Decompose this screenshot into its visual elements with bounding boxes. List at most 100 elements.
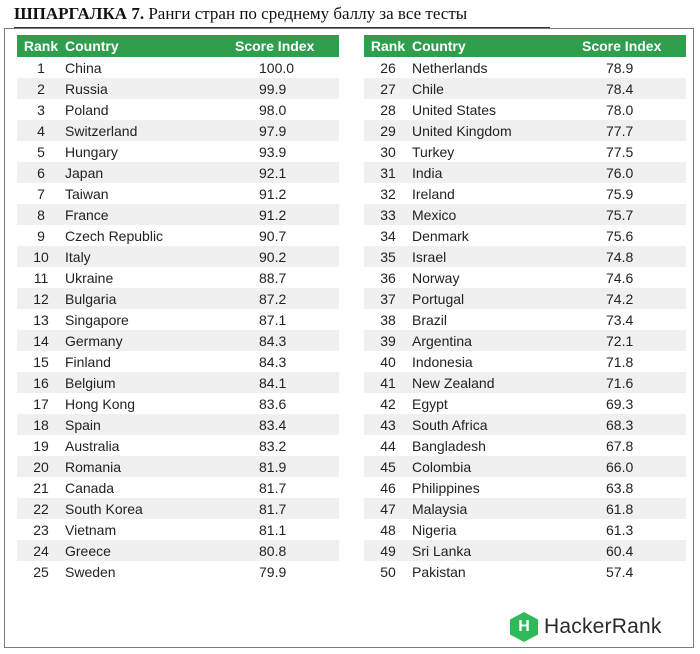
ranking-rows-right: 26 Netherlands 78.9 27 Chile 78.4 28 United Sta… bbox=[364, 57, 686, 582]
country-cell: Malaysia bbox=[412, 498, 582, 519]
table-row: 42 Egypt 69.3 bbox=[364, 393, 686, 414]
rank-cell: 8 bbox=[17, 204, 65, 225]
score-cell: 67.8 bbox=[606, 437, 634, 454]
country-cell: Philippines bbox=[412, 479, 480, 496]
table-row: 45 Colombia 66.0 bbox=[364, 456, 686, 477]
rank-cell: 50 bbox=[380, 563, 396, 580]
rank-cell: 18 bbox=[17, 414, 65, 435]
rank-cell: 9 bbox=[37, 227, 45, 244]
country-cell: Portugal bbox=[412, 288, 582, 309]
table-row: 28 United States 78.0 bbox=[364, 99, 686, 120]
country-cell: Taiwan bbox=[65, 185, 109, 202]
score-cell: 87.2 bbox=[235, 288, 339, 309]
table-row: 9 Czech Republic 90.7 bbox=[17, 225, 339, 246]
table-row: 36 Norway 74.6 bbox=[364, 267, 686, 288]
country-cell: Japan bbox=[65, 162, 235, 183]
table-row: 47 Malaysia 61.8 bbox=[364, 498, 686, 519]
country-cell: Poland bbox=[65, 101, 109, 118]
score-cell: 84.1 bbox=[235, 372, 339, 393]
score-cell: 61.3 bbox=[606, 521, 634, 538]
ranking-table-right: Rank Country Score Index 26 Netherlands 78… bbox=[364, 35, 686, 582]
rank-cell: 22 bbox=[17, 498, 65, 519]
table-frame bbox=[4, 28, 694, 648]
country-cell: Sri Lanka bbox=[412, 540, 582, 561]
table-row: 48 Nigeria 61.3 bbox=[364, 519, 686, 540]
country-cell: Belgium bbox=[65, 372, 235, 393]
rank-cell: 37 bbox=[364, 288, 412, 309]
page-title: ШПАРГАЛКА 7. Ранги стран по среднему бал… bbox=[14, 4, 467, 24]
rank-cell: 44 bbox=[380, 437, 396, 454]
rank-cell: 10 bbox=[17, 246, 65, 267]
country-cell: Mexico bbox=[412, 204, 582, 225]
rank-cell: 28 bbox=[380, 101, 396, 118]
rank-cell: 39 bbox=[364, 330, 412, 351]
rank-cell: 46 bbox=[380, 479, 396, 496]
table-row: 39 Argentina 72.1 bbox=[364, 330, 686, 351]
score-cell: 100.0 bbox=[259, 59, 295, 76]
rank-cell: 23 bbox=[33, 521, 49, 538]
score-cell: 71.6 bbox=[582, 372, 686, 393]
title-underline bbox=[14, 27, 550, 28]
table-row: 25 Sweden 79.9 bbox=[17, 561, 339, 582]
country-cell: Pakistan bbox=[412, 563, 466, 580]
table-row: 26 Netherlands 78.9 bbox=[364, 57, 686, 78]
table-row: 23 Vietnam 81.1 bbox=[17, 519, 339, 540]
rank-cell: 40 bbox=[380, 353, 396, 370]
table-row: 50 Pakistan 57.4 bbox=[364, 561, 686, 582]
country-cell: Turkey bbox=[412, 143, 455, 160]
country-cell: Israel bbox=[412, 246, 582, 267]
hackerrank-logo: H HackerRank bbox=[510, 612, 662, 642]
score-cell: 88.7 bbox=[259, 269, 287, 286]
score-cell: 83.4 bbox=[235, 414, 339, 435]
country-cell: Netherlands bbox=[412, 59, 488, 76]
score-cell: 60.4 bbox=[582, 540, 686, 561]
rank-cell: 26 bbox=[380, 59, 396, 76]
rank-cell: 45 bbox=[364, 456, 412, 477]
rank-cell: 30 bbox=[380, 143, 396, 160]
table-row: 2 Russia 99.9 bbox=[17, 78, 339, 99]
table-row: 19 Australia 83.2 bbox=[17, 435, 339, 456]
table-row: 44 Bangladesh 67.8 bbox=[364, 435, 686, 456]
table-row: 3 Poland 98.0 bbox=[17, 99, 339, 120]
header-country: Country bbox=[412, 35, 582, 57]
score-cell: 87.1 bbox=[259, 311, 287, 328]
country-cell: Denmark bbox=[412, 227, 469, 244]
title-label: ШПАРГАЛКА 7. bbox=[14, 4, 145, 23]
table-row: 6 Japan 92.1 bbox=[17, 162, 339, 183]
score-cell: 77.5 bbox=[606, 143, 634, 160]
score-cell: 93.9 bbox=[259, 143, 287, 160]
table-row: 7 Taiwan 91.2 bbox=[17, 183, 339, 204]
table-row: 24 Greece 80.8 bbox=[17, 540, 339, 561]
country-cell: Greece bbox=[65, 540, 235, 561]
score-cell: 90.2 bbox=[235, 246, 339, 267]
score-cell: 91.2 bbox=[235, 204, 339, 225]
country-cell: Australia bbox=[65, 437, 120, 454]
score-cell: 84.3 bbox=[235, 330, 339, 351]
score-cell: 81.9 bbox=[235, 456, 339, 477]
country-cell: New Zealand bbox=[412, 372, 582, 393]
score-cell: 91.2 bbox=[259, 185, 287, 202]
score-cell: 83.6 bbox=[259, 395, 287, 412]
country-cell: Bangladesh bbox=[412, 437, 486, 454]
rank-cell: 13 bbox=[33, 311, 49, 328]
score-cell: 78.0 bbox=[606, 101, 634, 118]
table-row: 43 South Africa 68.3 bbox=[364, 414, 686, 435]
country-cell: Vietnam bbox=[65, 521, 117, 538]
hackerrank-logo-icon: H bbox=[510, 612, 538, 642]
score-cell: 97.9 bbox=[235, 120, 339, 141]
score-cell: 74.6 bbox=[606, 269, 634, 286]
rank-cell: 15 bbox=[33, 353, 49, 370]
rank-cell: 24 bbox=[17, 540, 65, 561]
table-row: 22 South Korea 81.7 bbox=[17, 498, 339, 519]
table-row: 8 France 91.2 bbox=[17, 204, 339, 225]
table-row: 40 Indonesia 71.8 bbox=[364, 351, 686, 372]
rank-cell: 19 bbox=[33, 437, 49, 454]
rank-cell: 17 bbox=[33, 395, 49, 412]
rank-cell: 3 bbox=[37, 101, 45, 118]
score-cell: 75.9 bbox=[606, 185, 634, 202]
header-country: Country bbox=[65, 35, 235, 57]
table-row: 32 Ireland 75.9 bbox=[364, 183, 686, 204]
table-row: 20 Romania 81.9 bbox=[17, 456, 339, 477]
score-cell: 66.0 bbox=[582, 456, 686, 477]
score-cell: 71.8 bbox=[606, 353, 634, 370]
